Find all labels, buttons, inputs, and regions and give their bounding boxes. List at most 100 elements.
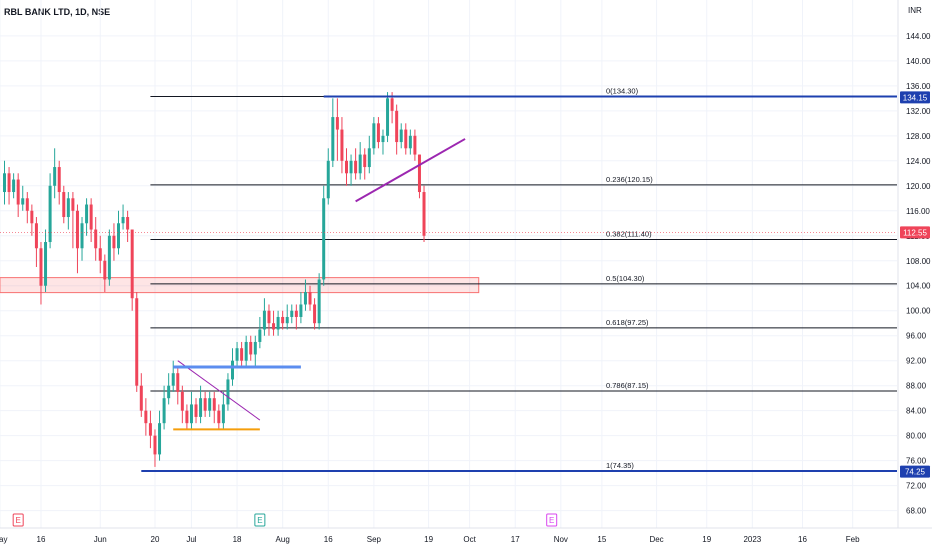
price-tick-label: 140.00 xyxy=(906,57,931,66)
time-tick-label: 2023 xyxy=(743,535,761,544)
candle-body xyxy=(12,179,16,193)
candle xyxy=(162,385,166,430)
candle xyxy=(66,192,70,230)
candle-body xyxy=(94,229,98,249)
candle-body xyxy=(253,341,257,355)
candle-body xyxy=(212,398,216,411)
candle-body xyxy=(358,154,362,174)
candle xyxy=(294,304,298,330)
candle-body xyxy=(290,310,294,317)
candle-body xyxy=(422,192,426,236)
candle-body xyxy=(107,235,111,280)
time-axis[interactable]: May 16 Jun 20 Jul 18 Aug 16 Sep 19 Oct 17 Nov 15 Dec 19… xyxy=(0,535,860,544)
candle-body xyxy=(53,167,57,186)
candle-body xyxy=(285,316,289,324)
price-tick-label: 96.00 xyxy=(906,332,927,341)
candle xyxy=(98,235,102,274)
candle xyxy=(62,185,66,224)
candle-body xyxy=(148,423,152,436)
candle xyxy=(30,204,34,236)
candle-body xyxy=(262,310,266,330)
candle-body xyxy=(180,391,184,411)
candle-body xyxy=(121,217,125,224)
price-tick-label: 80.00 xyxy=(906,432,927,441)
candle-body xyxy=(408,135,412,149)
candle xyxy=(313,298,317,330)
fib-level-label: 0(134.30) xyxy=(606,86,639,95)
candle xyxy=(376,117,380,149)
candle xyxy=(349,154,353,186)
candle xyxy=(276,310,280,336)
price-tick-label: 124.00 xyxy=(906,157,931,166)
time-tick-label: 16 xyxy=(37,535,46,544)
price-tick-label: 136.00 xyxy=(906,82,931,91)
candle xyxy=(244,335,248,367)
candle xyxy=(25,192,29,224)
candle xyxy=(253,335,257,367)
candle xyxy=(386,92,390,143)
candle xyxy=(153,429,157,467)
candle xyxy=(221,391,225,430)
candle xyxy=(176,366,180,405)
candle-body xyxy=(89,204,93,230)
fib-level-label: 1(74.35) xyxy=(606,461,634,470)
candle-body xyxy=(25,198,29,211)
candles xyxy=(3,92,426,467)
candle xyxy=(44,229,48,292)
candle xyxy=(53,148,57,199)
candle-body xyxy=(3,173,6,193)
candle-body xyxy=(7,173,11,193)
fib-level-label: 0.236(120.15) xyxy=(606,175,653,184)
price-axis[interactable]: 144.00 140.00 136.00 132.00 128.00 124.00 120.… xyxy=(906,32,931,516)
candle xyxy=(235,341,239,367)
candle xyxy=(3,160,6,205)
earnings-event-box xyxy=(546,513,558,527)
candle xyxy=(290,304,294,324)
candle-body xyxy=(171,373,175,386)
price-tick-label: 72.00 xyxy=(906,482,927,491)
candle-body xyxy=(34,223,38,249)
candle xyxy=(126,210,130,243)
candle xyxy=(75,204,79,274)
candle-body xyxy=(363,154,367,168)
candle-body xyxy=(404,129,408,149)
candle xyxy=(226,373,230,411)
earnings-event-label: E xyxy=(257,516,262,525)
candle xyxy=(399,123,403,149)
candle xyxy=(117,210,120,255)
candle xyxy=(367,135,371,174)
candle-body xyxy=(313,304,317,324)
candle-body xyxy=(395,110,399,143)
price-badge-label: 74.25 xyxy=(905,468,926,477)
candle xyxy=(199,385,203,424)
candle xyxy=(317,273,321,330)
candle xyxy=(262,298,266,336)
candle-body xyxy=(231,360,234,380)
candle-body xyxy=(322,198,326,280)
candle-body xyxy=(203,398,207,411)
time-tick-label: 16 xyxy=(798,535,807,544)
time-tick-label: 18 xyxy=(233,535,242,544)
candle-body xyxy=(354,160,358,174)
candle-body xyxy=(66,198,70,218)
candle-body xyxy=(117,223,120,249)
candle-body xyxy=(71,198,75,211)
price-tick-label: 104.00 xyxy=(906,282,931,291)
candle xyxy=(158,410,162,461)
candle-body xyxy=(345,160,348,174)
candle-body xyxy=(240,348,244,361)
candle xyxy=(135,291,139,392)
candle xyxy=(21,185,25,211)
earnings-event-marker: E xyxy=(546,513,558,527)
candle xyxy=(395,104,399,155)
price-badge-label: 112.55 xyxy=(903,228,927,237)
grid xyxy=(0,0,897,528)
time-tick-label: 19 xyxy=(424,535,433,544)
fib-level-label: 0.786(87.15) xyxy=(606,381,649,390)
price-badge-label: 134.15 xyxy=(903,93,928,102)
earnings-event-box xyxy=(12,513,24,527)
time-tick-label: Aug xyxy=(276,535,290,544)
candle xyxy=(121,204,125,230)
price-tick-label: 92.00 xyxy=(906,357,927,366)
